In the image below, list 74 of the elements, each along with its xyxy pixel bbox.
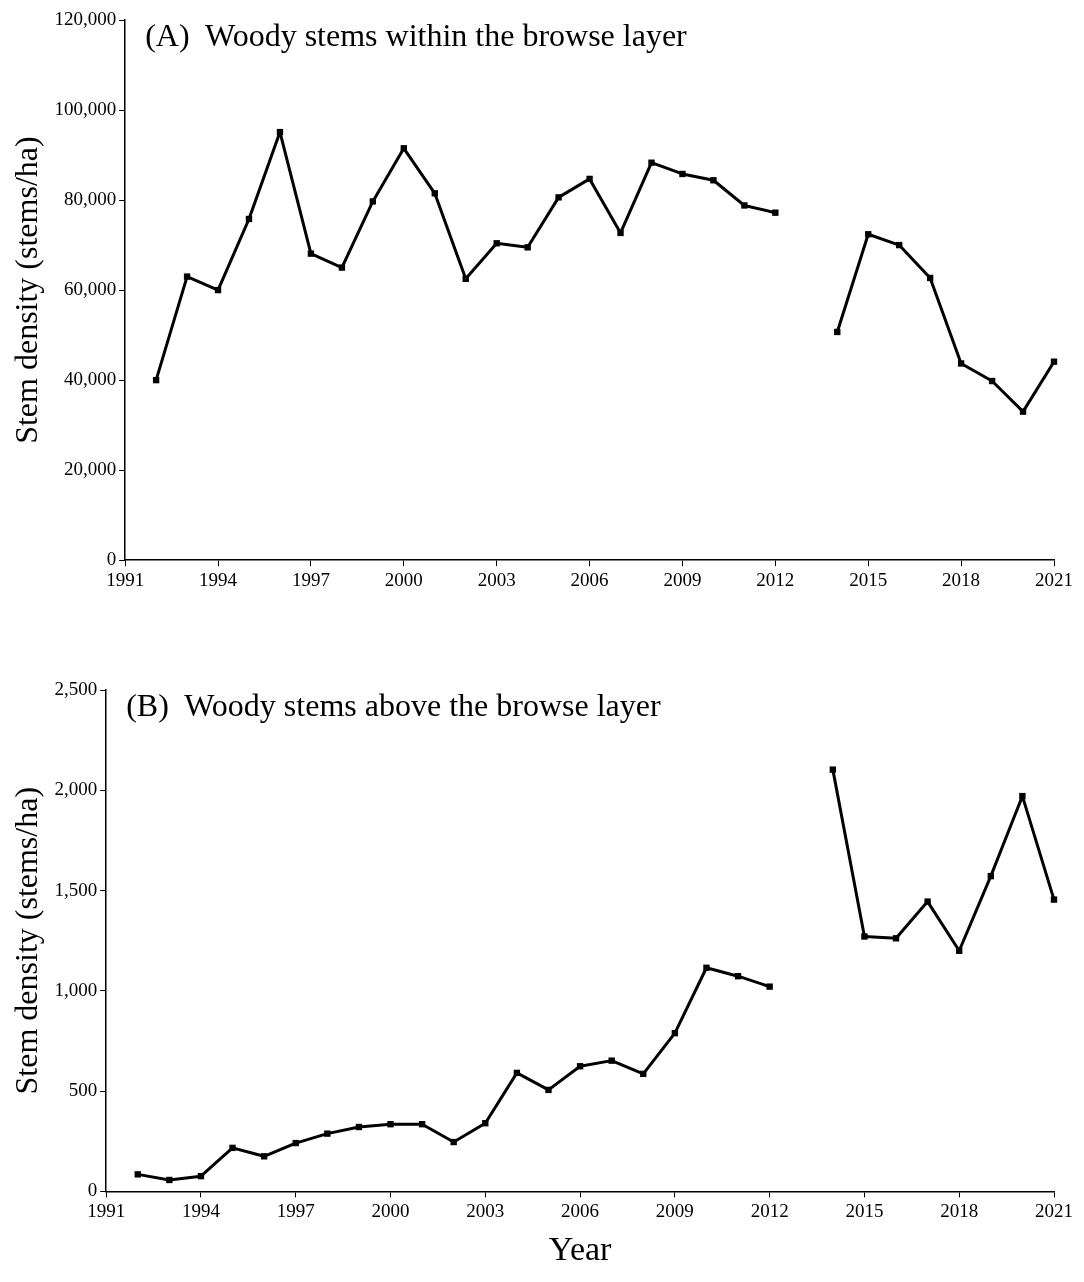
x-tick-label: 2015: [845, 1199, 884, 1221]
point: [679, 170, 686, 178]
x-tick-label: 1997: [276, 1199, 315, 1221]
y-tick-label: 2,000: [54, 778, 98, 800]
point: [834, 328, 841, 336]
x-tick-label: 2012: [750, 1199, 789, 1221]
point: [1019, 792, 1026, 800]
point: [703, 964, 710, 971]
x-tick-label: 2000: [371, 1199, 410, 1221]
x-tick-label: 2003: [477, 568, 516, 590]
y-tick-label: 100,000: [54, 98, 117, 120]
point: [545, 1086, 552, 1094]
point: [772, 209, 779, 216]
x-tick-label: 1997: [291, 568, 330, 590]
point: [1050, 358, 1058, 365]
point: [924, 898, 931, 905]
point: [134, 1171, 141, 1178]
point: [710, 177, 717, 184]
x-tick-label: 2015: [849, 568, 888, 590]
y-tick-label: 20,000: [63, 458, 117, 480]
point: [1050, 896, 1058, 903]
x-tick-label: 1994: [181, 1199, 221, 1221]
y-tick-label: 120,000: [54, 7, 117, 29]
x-axis-title: Year: [548, 1229, 613, 1267]
point: [608, 1057, 615, 1064]
point: [307, 250, 315, 257]
point: [926, 274, 934, 282]
point: [276, 128, 284, 136]
x-tick-label: 2021: [1035, 1199, 1073, 1221]
point: [586, 175, 593, 183]
y-axis-title: Stem density (stems/ha): [7, 786, 44, 1095]
chart-title: (B) Woody stems above the browse layer: [126, 687, 661, 724]
x-tick-label: 2006: [570, 568, 609, 590]
point: [741, 202, 748, 209]
point: [829, 766, 837, 773]
point: [1019, 408, 1027, 415]
x-tick-label: 1991: [87, 1199, 126, 1221]
point: [617, 229, 624, 237]
point: [338, 264, 346, 271]
y-tick-label: 0: [106, 548, 117, 570]
point: [957, 360, 965, 367]
x-tick-label: 1991: [106, 568, 145, 590]
point: [166, 1176, 173, 1184]
x-tick-label: 2000: [384, 568, 423, 590]
point: [861, 933, 868, 940]
point: [229, 1144, 236, 1152]
y-tick-label: 1,000: [54, 978, 98, 1000]
x-tick-label: 2012: [756, 568, 795, 590]
x-tick-label: 2021: [1035, 568, 1073, 590]
point: [183, 273, 191, 280]
x-tick-label: 2018: [940, 1199, 979, 1221]
point: [387, 1121, 394, 1128]
point: [766, 983, 773, 990]
chart-title: (A) Woody stems within the browse layer: [145, 17, 688, 54]
x-tick-label: 2018: [942, 568, 981, 590]
x-tick-label: 2009: [655, 1199, 694, 1221]
y-tick-label: 1,500: [54, 878, 98, 900]
point: [369, 198, 377, 205]
x-tick-label: 2003: [466, 1199, 505, 1221]
point: [524, 244, 531, 251]
x-tick-label: 2006: [561, 1199, 600, 1221]
y-tick-label: 80,000: [63, 188, 117, 210]
y-tick-label: 40,000: [63, 368, 117, 390]
y-tick-label: 60,000: [63, 278, 117, 300]
y-axis-title: Stem density (stems/ha): [7, 136, 44, 444]
y-tick-label: 0: [87, 1179, 98, 1201]
y-tick-label: 500: [68, 1079, 98, 1101]
point: [324, 1130, 331, 1137]
y-tick-label: 2,500: [54, 677, 98, 699]
x-tick-label: 1994: [199, 568, 238, 590]
point: [555, 194, 562, 201]
point: [648, 159, 655, 166]
x-tick-label: 2009: [663, 568, 702, 590]
point: [400, 145, 407, 152]
